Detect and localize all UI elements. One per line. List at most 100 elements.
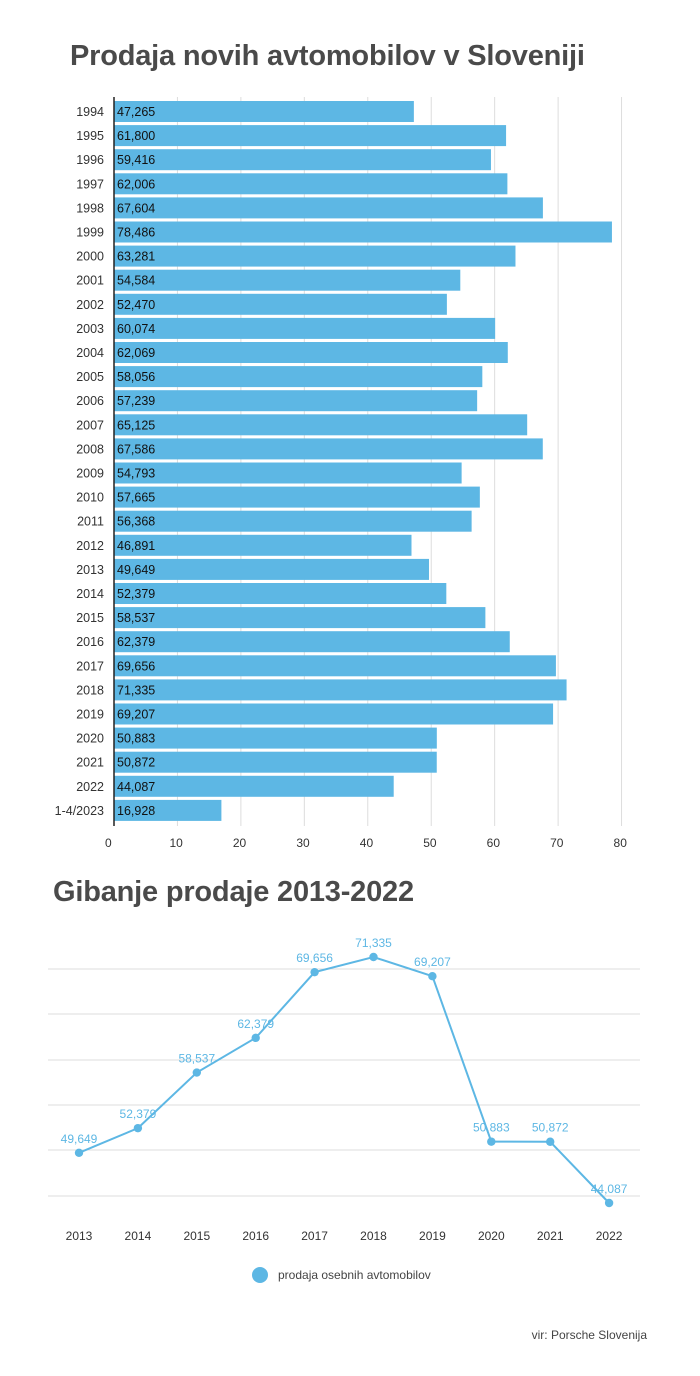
bar [114,197,543,219]
data-label: 62,379 [237,1017,274,1031]
line-chart-legend: prodaja osebnih avtomobilov [252,1267,431,1283]
bar [114,438,543,460]
bar-value-label: 49,649 [117,563,155,577]
y-tick-label: 2000 [76,250,104,264]
bar-value-label: 60,074 [117,322,155,336]
bar [114,655,556,677]
bar-value-label: 69,207 [117,708,155,722]
bar-value-label: 52,379 [117,587,155,601]
bar-value-label: 59,416 [117,153,155,167]
bar [114,607,486,629]
y-tick-label: 2003 [76,322,104,336]
y-tick-label: 2019 [76,708,104,722]
bar-chart-bars: 47,265 61,800 59,416 62,006 67,604 78,486 63,2… [114,101,612,821]
x-tick-label: 50 [423,836,437,850]
bar-value-label: 58,056 [117,370,155,384]
bar [114,799,222,821]
x-tick-label: 2015 [183,1229,210,1243]
data-point [133,1123,143,1133]
line-chart-title: Gibanje prodaje 2013-2022 [53,876,414,908]
bar [114,583,447,604]
data-point [310,967,319,977]
series-line [78,955,610,1204]
data-label: 50,872 [532,1121,569,1135]
bar [114,342,508,363]
line-chart-axis: 2013 2014 2015 2016 2017 2018 2019 2020 2021 2022 [66,1229,623,1243]
data-label: 71,335 [355,936,392,950]
bar-value-label: 78,486 [117,226,155,240]
x-tick-label: 2022 [596,1229,623,1243]
bar [114,149,491,171]
y-tick-label: 2014 [76,587,104,601]
x-tick-label: 2019 [419,1229,446,1243]
y-tick-label: 1994 [76,105,104,119]
bar-chart-grid [176,97,623,826]
y-tick-label: 2007 [76,418,104,432]
bar [114,221,612,243]
bar [114,775,394,797]
bar-value-label: 62,069 [117,346,155,360]
x-tick-label: 10 [169,836,183,850]
y-tick-label: 2020 [76,732,104,746]
x-tick-label: 60 [487,836,501,850]
bar [114,534,412,556]
bar-value-label: 61,800 [117,129,155,143]
bar [114,414,528,436]
x-tick-label: 40 [360,836,374,850]
data-point [74,1148,84,1157]
bar [114,558,429,580]
data-label: 58,537 [178,1052,215,1066]
bar [114,703,554,725]
bar-value-label: 71,335 [117,683,155,697]
x-tick-label: 20 [233,836,247,850]
data-label: 49,649 [61,1132,98,1146]
bar [114,631,510,653]
x-tick-label: 2021 [537,1229,564,1243]
data-label: 69,207 [414,955,451,969]
x-tick-label: 2020 [478,1229,505,1243]
bar [114,293,447,315]
bar [114,101,414,122]
y-tick-label: 2013 [76,563,104,577]
y-tick-label: 2018 [76,683,104,697]
data-point [192,1068,201,1077]
line-chart-grid [48,968,640,1197]
bar-chart-axis: 0 10 20 30 40 50 60 70 80 1994 1995 1996 1997 1998 199… [55,97,627,850]
bar-value-label: 67,604 [117,201,155,215]
source-note: vir: Porsche Slovenija [531,1328,647,1342]
y-tick-label: 2022 [76,780,104,794]
bar [114,510,472,532]
bar-value-label: 52,470 [117,298,155,312]
y-tick-label: 1997 [76,177,104,191]
x-tick-label: 2017 [301,1229,328,1243]
y-tick-label: 1996 [76,153,104,167]
y-tick-label: 2010 [76,491,104,505]
line-chart-series: 49,649 52,379 58,537 62,379 69,656 71,335 69,2… [61,936,628,1208]
x-tick-label: 2014 [125,1229,152,1243]
data-point [428,972,437,981]
bar [114,751,437,773]
bar-value-label: 16,928 [117,804,155,818]
bar-value-label: 57,239 [117,394,155,408]
y-tick-label: 2006 [76,394,104,408]
legend-label: prodaja osebnih avtomobilov [278,1268,431,1282]
x-tick-label: 70 [550,836,564,850]
bar-value-label: 57,665 [117,491,155,505]
bar-value-label: 50,872 [117,756,155,770]
y-tick-label: 2011 [77,515,104,529]
y-tick-label: 2016 [76,635,104,649]
bar [114,269,461,291]
bar-value-label: 65,125 [117,418,155,432]
data-label: 50,883 [473,1121,510,1135]
bar-value-label: 69,656 [117,659,155,673]
y-tick-label: 2002 [76,298,104,312]
x-tick-label: 2016 [242,1229,269,1243]
x-tick-label: 2013 [66,1229,93,1243]
y-tick-label: 2017 [76,659,104,673]
bar-value-label: 44,087 [117,780,155,794]
x-tick-label: 2018 [360,1229,387,1243]
bar [114,390,478,412]
y-tick-label: 2008 [76,442,104,456]
bar-value-label: 54,793 [117,467,155,481]
data-point [251,1033,260,1043]
